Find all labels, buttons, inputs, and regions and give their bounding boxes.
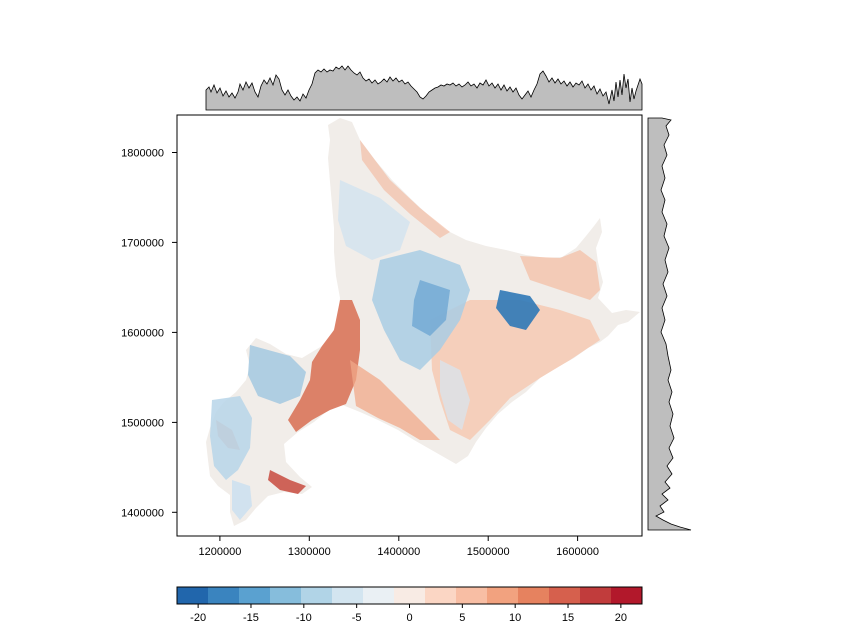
top-marginal-profile (205, 65, 643, 111)
x-tick-label: 1200000 (198, 546, 241, 558)
peninsula-tip-anomaly (268, 470, 306, 494)
colorbar-tick-label: 20 (615, 612, 627, 624)
colorbar-ticks: -20 -15 -10 -5 0 5 10 15 20 (190, 604, 627, 624)
x-tick-label: 1500000 (467, 546, 510, 558)
colorbar-segment (332, 587, 364, 604)
x-tick-label: 1600000 (556, 546, 599, 558)
colorbar-segment (177, 587, 209, 604)
x-tick-label: 1300000 (288, 546, 331, 558)
colorbar-segment (394, 587, 426, 604)
north-coast-anomaly (360, 140, 450, 238)
hidaka-anomaly (440, 360, 470, 430)
top-marginal-panel (205, 65, 643, 111)
colorbar-segment (301, 587, 333, 604)
southern-tip-anomaly (232, 480, 252, 520)
y-axis: 1400000 1500000 1600000 1700000 1800000 (121, 148, 177, 519)
daisetsu-core-anomaly (412, 280, 450, 336)
map-panel: 1200000 1300000 1400000 1500000 1600000 … (121, 114, 643, 558)
colorbar-tick-label: -5 (352, 612, 362, 624)
y-tick-label: 1400000 (121, 507, 164, 519)
colorbar-tick-label: 0 (406, 612, 412, 624)
northwest-interior-anomaly (338, 180, 410, 260)
colorbar-segment (239, 587, 271, 604)
colorbar-tick-label: -15 (243, 612, 259, 624)
colorbar-tick-label: -10 (296, 612, 312, 624)
sea-of-japan-coast-anomaly (288, 300, 360, 432)
colorbar-segment (549, 587, 581, 604)
x-axis: 1200000 1300000 1400000 1500000 1600000 (198, 536, 599, 558)
oshima-peninsula-anomaly (210, 396, 252, 480)
west-lowland-anomaly (350, 360, 440, 440)
colorbar-segment (425, 587, 457, 604)
eastern-mountain-anomaly (496, 290, 540, 330)
colorbar-segment (363, 587, 395, 604)
right-marginal-profile (647, 117, 692, 531)
southwest-mountain-anomaly (248, 345, 306, 404)
y-tick-label: 1800000 (121, 148, 164, 160)
blue-anomaly-areas (210, 180, 540, 520)
colorbar-tick-label: -20 (190, 612, 206, 624)
colorbar-tick-label: 15 (562, 612, 574, 624)
colorbar-segment (580, 587, 612, 604)
colorbar-tick-label: 5 (459, 612, 465, 624)
colorbar-segment (208, 587, 240, 604)
colorbar-segment (487, 587, 519, 604)
x-tick-label: 1400000 (377, 546, 420, 558)
colorbar-segment (456, 587, 488, 604)
colorbar-segment (611, 587, 643, 604)
right-marginal-panel (647, 117, 692, 531)
colorbar-segment (518, 587, 550, 604)
northeast-coast-anomaly (520, 250, 600, 300)
colorbar-segments (177, 587, 643, 604)
y-tick-label: 1500000 (121, 417, 164, 429)
colorbar: -20 -15 -10 -5 0 5 10 15 20 (176, 586, 643, 624)
y-tick-label: 1600000 (121, 327, 164, 339)
y-tick-label: 1700000 (121, 237, 164, 249)
colorbar-tick-label: 10 (509, 612, 521, 624)
eastern-plain-anomaly (430, 300, 600, 440)
colorbar-segment (270, 587, 302, 604)
